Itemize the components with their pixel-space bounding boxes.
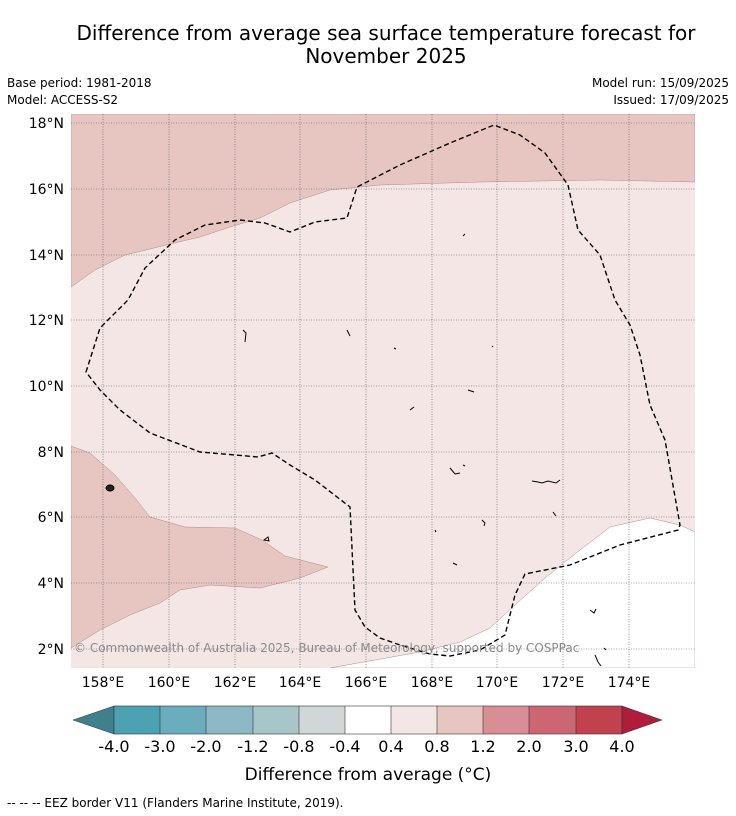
- lat-label: 6°N: [38, 510, 64, 526]
- colorbar-segment: [206, 706, 253, 734]
- island-atoll: [589, 608, 597, 614]
- latitude-gridlines: [71, 122, 695, 650]
- colorbar: [72, 705, 663, 735]
- island-atoll: [594, 654, 602, 667]
- colorbar-tick: -4.0: [98, 737, 129, 756]
- colorbar-tick: 3.0: [563, 737, 588, 756]
- island-atoll: [346, 329, 351, 337]
- lon-label: 164°E: [279, 675, 322, 691]
- island-outlines: [105, 233, 607, 667]
- island-atoll: [467, 389, 475, 393]
- island-atoll: [449, 467, 461, 475]
- map-figure: © Commonwealth of Australia 2025, Bureau…: [29, 114, 695, 785]
- lon-label: 158°E: [82, 675, 125, 691]
- lon-label: 174°E: [608, 675, 651, 691]
- colorbar-tick: 1.2: [470, 737, 495, 756]
- colorbar-tick: -3.0: [144, 737, 175, 756]
- lon-label: 170°E: [476, 675, 519, 691]
- colorbar-right-extension: [621, 705, 663, 735]
- lat-label: 12°N: [29, 313, 64, 329]
- copyright-notice: © Commonwealth of Australia 2025, Bureau…: [74, 641, 579, 655]
- island-atoll: [262, 536, 270, 542]
- longitude-labels: 158°E 160°E 162°E 164°E 166°E 168°E 170°…: [82, 675, 651, 691]
- island-atoll: [409, 406, 415, 411]
- model-name: Model: ACCESS-S2: [7, 93, 119, 107]
- island-atoll: [552, 511, 557, 517]
- island-atoll: [434, 529, 437, 533]
- latitude-labels: 18°N 16°N 14°N 12°N 10°N 8°N 6°N 4°N 2°N: [29, 116, 64, 658]
- colorbar-tick: -0.4: [329, 737, 360, 756]
- colorbar-tick: -0.8: [283, 737, 314, 756]
- colorbar-tick: -2.0: [190, 737, 221, 756]
- island-atoll: [242, 329, 247, 343]
- colorbar-left-extension: [72, 705, 115, 735]
- eez-border: [85, 124, 681, 657]
- lon-label: 172°E: [542, 675, 585, 691]
- colorbar-tick: 0.8: [424, 737, 449, 756]
- colorbar-segment: [483, 706, 529, 734]
- colorbar-segment: [391, 706, 437, 734]
- island-atoll: [452, 562, 458, 566]
- island-pohnpei: [105, 484, 115, 492]
- colorbar-tick: 2.0: [516, 737, 541, 756]
- base-period: Base period: 1981-2018: [7, 76, 152, 90]
- colorbar-segment: [114, 706, 160, 734]
- lat-label: 10°N: [29, 379, 64, 395]
- lat-label: 2°N: [38, 642, 64, 658]
- lon-label: 166°E: [345, 675, 388, 691]
- colorbar-segment: [529, 706, 576, 734]
- colorbar-segment: [437, 706, 483, 734]
- colorbar-segment: [345, 706, 391, 734]
- colorbar-segment: [160, 706, 206, 734]
- colorbar-tick: 4.0: [609, 737, 634, 756]
- meta-right: Model run: 15/09/2025 Issued: 17/09/2025: [592, 75, 729, 109]
- lon-label: 162°E: [214, 675, 257, 691]
- island-atoll: [462, 233, 466, 237]
- issued-date: Issued: 17/09/2025: [613, 93, 729, 107]
- chart-title: Difference from average sea surface temp…: [76, 21, 696, 68]
- lon-label: 168°E: [411, 675, 454, 691]
- colorbar-tick: 0.4: [378, 737, 403, 756]
- colorbar-ticks: -4.0 -3.0 -2.0 -1.2 -0.8 -0.4 0.4 0.8 1.…: [98, 737, 634, 756]
- island-atoll: [393, 347, 397, 350]
- colorbar-tick: -1.2: [237, 737, 268, 756]
- island-atoll: [491, 345, 494, 348]
- model-run: Model run: 15/09/2025: [591, 76, 729, 90]
- lat-label: 18°N: [29, 116, 64, 132]
- island-atoll: [462, 464, 466, 467]
- island-atoll: [603, 647, 607, 651]
- colorbar-segment: [253, 706, 299, 734]
- anomaly-area-north: [71, 114, 695, 288]
- lat-label: 8°N: [38, 445, 64, 461]
- lat-label: 16°N: [29, 182, 64, 198]
- footer-note: -- -- -- EEZ border V11 (Flanders Marine…: [7, 796, 344, 810]
- lat-label: 4°N: [38, 576, 64, 592]
- colorbar-segment: [576, 706, 622, 734]
- lon-label: 160°E: [148, 675, 191, 691]
- meta-left: Base period: 1981-2018 Model: ACCESS-S2: [7, 75, 152, 109]
- colorbar-segment: [299, 706, 345, 734]
- colorbar-outline: [113, 705, 623, 735]
- anomaly-area-southeast: [329, 517, 695, 668]
- anomaly-area-southwest: [71, 445, 329, 649]
- lat-label: 14°N: [29, 248, 64, 264]
- island-atoll: [481, 519, 486, 527]
- colorbar-label: Difference from average (°C): [245, 765, 492, 785]
- island-atoll: [531, 479, 561, 484]
